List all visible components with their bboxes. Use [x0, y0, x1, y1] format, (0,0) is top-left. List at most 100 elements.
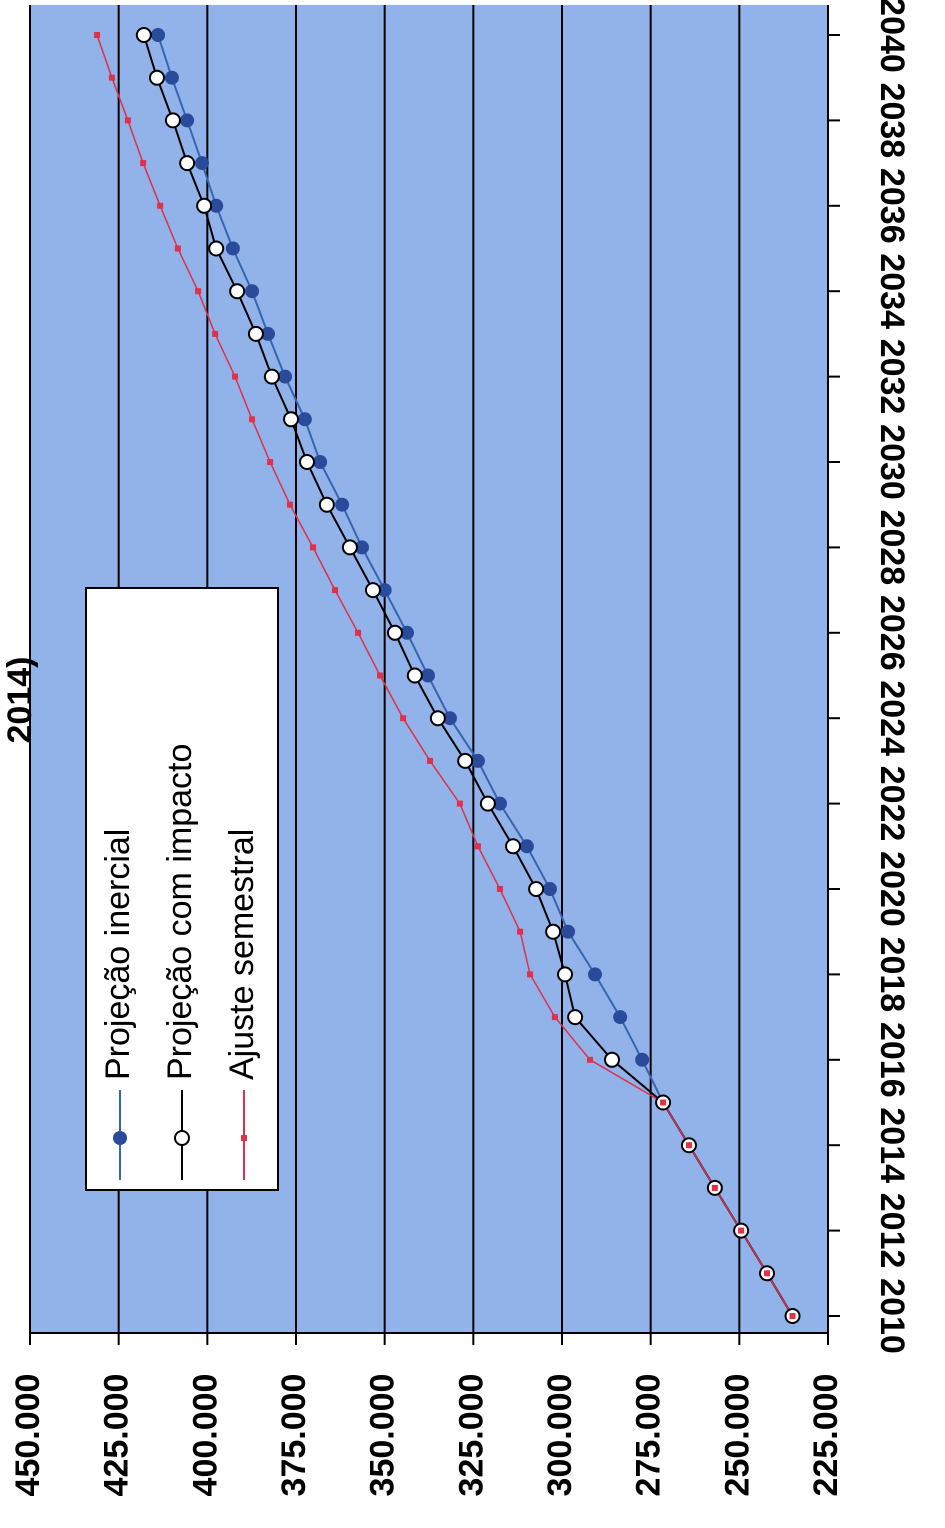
marker	[225, 241, 240, 256]
marker	[519, 839, 534, 854]
marker	[341, 539, 358, 556]
marker	[763, 1270, 770, 1277]
marker	[335, 497, 350, 512]
marker	[174, 1130, 190, 1146]
marker	[557, 966, 574, 983]
marker	[298, 454, 315, 470]
marker	[420, 668, 435, 683]
marker	[196, 197, 213, 214]
marker	[496, 886, 503, 892]
marker	[231, 373, 238, 380]
y-tick-label: 375.000	[275, 1374, 313, 1497]
marker	[313, 455, 328, 469]
marker	[527, 971, 534, 978]
marker	[377, 672, 384, 679]
marker	[247, 325, 264, 342]
marker	[545, 923, 562, 940]
marker	[528, 881, 545, 897]
marker	[94, 32, 101, 38]
marker	[135, 27, 152, 43]
marker	[212, 330, 219, 337]
marker	[164, 70, 179, 85]
marker	[241, 1135, 247, 1141]
marker	[517, 928, 524, 935]
marker	[318, 496, 335, 513]
x-tick-label: 2010	[873, 1278, 911, 1354]
x-tick-label: 2020	[873, 851, 911, 927]
marker	[406, 667, 423, 684]
y-tick-label: 225.000	[807, 1374, 845, 1497]
marker	[310, 544, 317, 551]
y-tick-label: 425.000	[98, 1374, 136, 1497]
marker	[278, 369, 293, 384]
marker	[245, 284, 260, 299]
x-tick-label: 2016	[873, 1022, 911, 1098]
marker	[195, 288, 202, 295]
marker	[567, 1009, 584, 1026]
y-tick-label: 350.000	[364, 1374, 402, 1497]
legend-label: Ajuste semestral	[223, 829, 261, 1080]
marker	[164, 112, 181, 129]
marker	[456, 800, 463, 807]
marker	[249, 416, 256, 423]
marker	[660, 1099, 667, 1106]
y-tick-label: 275.000	[630, 1374, 668, 1497]
x-tick-label: 2028	[873, 510, 911, 586]
y-tick-label: 400.000	[186, 1374, 224, 1497]
marker	[789, 1313, 796, 1319]
marker	[442, 711, 457, 726]
marker	[604, 1051, 621, 1068]
marker	[587, 967, 602, 982]
marker	[551, 1014, 558, 1021]
marker	[355, 629, 362, 636]
legend-label: Projeção inercial	[99, 829, 137, 1080]
marker	[429, 710, 446, 727]
marker	[470, 753, 485, 768]
x-tick-label: 2026	[873, 595, 911, 671]
marker	[400, 715, 407, 722]
marker	[377, 583, 392, 598]
marker	[587, 1056, 594, 1063]
marker	[738, 1227, 745, 1234]
marker	[179, 155, 196, 172]
marker	[505, 838, 522, 855]
marker	[267, 459, 274, 465]
marker	[354, 540, 369, 555]
marker	[283, 411, 300, 428]
x-tick-label: 2040	[873, 0, 911, 73]
marker	[613, 1010, 628, 1025]
marker	[457, 752, 474, 769]
marker	[124, 117, 131, 124]
marker	[209, 198, 224, 213]
marker	[140, 160, 147, 167]
marker	[427, 757, 434, 764]
marker	[332, 587, 339, 594]
marker	[492, 796, 507, 811]
marker	[180, 113, 195, 128]
marker	[263, 368, 280, 385]
marker	[208, 240, 225, 257]
marker	[148, 69, 165, 86]
y-tick-label: 250.000	[718, 1374, 756, 1497]
marker	[195, 156, 210, 171]
x-tick-label: 2022	[873, 766, 911, 842]
x-tick-label: 2034	[873, 253, 911, 329]
y-tick-label: 325.000	[452, 1374, 490, 1497]
x-tick-label: 2024	[873, 680, 911, 756]
marker	[474, 843, 481, 850]
y-tick-label: 300.000	[541, 1374, 579, 1497]
x-tick-label: 2038	[873, 83, 911, 159]
y-tick-label: 450.000	[9, 1374, 47, 1497]
marker	[364, 582, 381, 599]
x-tick-label: 2036	[873, 168, 911, 244]
legend	[85, 587, 279, 1191]
marker	[561, 924, 576, 939]
marker	[479, 795, 496, 812]
x-tick-label: 2018	[873, 937, 911, 1013]
chart-title: 2014)	[1, 657, 39, 744]
x-tick-label: 2032	[873, 339, 911, 415]
marker	[151, 28, 166, 42]
marker	[711, 1184, 718, 1191]
marker	[297, 412, 312, 427]
